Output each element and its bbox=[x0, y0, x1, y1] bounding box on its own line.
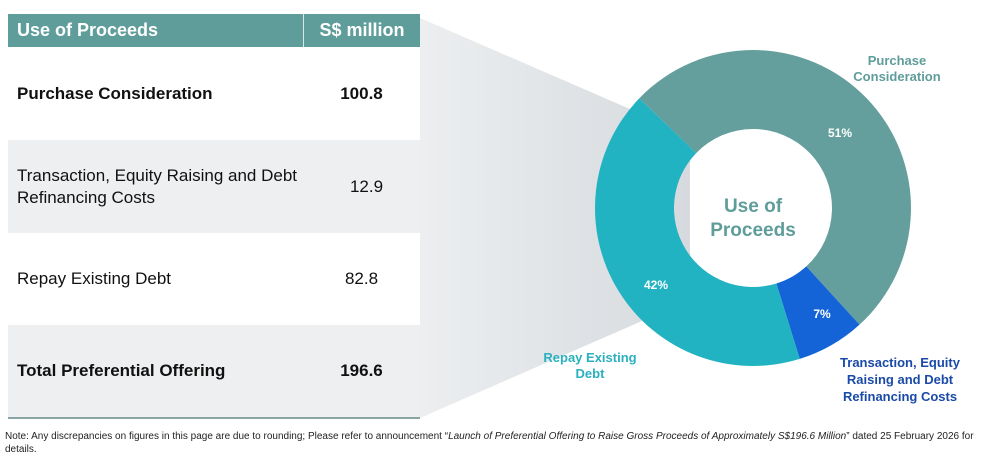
legend-purchase-line1: Purchase bbox=[868, 53, 927, 68]
center-label-line2: Proceeds bbox=[710, 220, 796, 241]
center-label-line1: Use of bbox=[724, 196, 783, 217]
row-value: 196.6 bbox=[340, 361, 383, 380]
table-row: Purchase Consideration 100.8 bbox=[8, 47, 420, 140]
row-label: Purchase Consideration bbox=[17, 83, 213, 103]
slice-label-transaction: 7% bbox=[813, 307, 831, 321]
legend-repay-line2: Debt bbox=[576, 366, 606, 381]
legend-repay-line1: Repay Existing bbox=[543, 350, 636, 365]
legend-transaction-line2: Raising and Debt bbox=[847, 372, 954, 387]
note-title: Launch of Preferential Offering to Raise… bbox=[448, 431, 847, 442]
legend-transaction-line1: Transaction, Equity bbox=[840, 355, 961, 370]
table-row: Repay Existing Debt 82.8 bbox=[8, 233, 420, 325]
slice-label-purchase: 51% bbox=[828, 126, 852, 140]
use-of-proceeds-table: Use of Proceeds S$ million Purchase Cons… bbox=[8, 14, 420, 419]
row-label: Repay Existing Debt bbox=[17, 269, 172, 288]
donut-slice-transaction bbox=[776, 266, 860, 359]
donut-slice-purchase bbox=[639, 50, 911, 325]
row-label: Total Preferential Offering bbox=[17, 361, 226, 380]
row-value: 82.8 bbox=[344, 269, 379, 288]
row-label: Transaction, Equity Raising and Debt Ref… bbox=[17, 165, 298, 207]
header-amount: S$ million bbox=[319, 20, 405, 40]
donut-slice-repay bbox=[594, 98, 800, 367]
slice-label-repay: 42% bbox=[644, 278, 668, 292]
note-suffix: ” dated 25 February 2026 for details. bbox=[5, 431, 974, 455]
legend-transaction-line3: Refinancing Costs bbox=[843, 389, 957, 404]
table-header: Use of Proceeds S$ million bbox=[8, 14, 420, 47]
note-prefix: Note: Any discrepancies on figures in th… bbox=[5, 431, 449, 442]
header-use-of-proceeds: Use of Proceeds bbox=[8, 14, 304, 47]
table-row-total: Total Preferential Offering 196.6 bbox=[8, 325, 420, 417]
row-value: 12.9 bbox=[349, 176, 384, 196]
table-row: Transaction, Equity Raising and Debt Ref… bbox=[8, 140, 420, 233]
footnote: Note: Any discrepancies on figures in th… bbox=[5, 430, 995, 456]
table-bottom-border bbox=[8, 417, 420, 419]
row-value: 100.8 bbox=[340, 83, 383, 103]
legend-purchase-line2: Consideration bbox=[853, 69, 940, 84]
